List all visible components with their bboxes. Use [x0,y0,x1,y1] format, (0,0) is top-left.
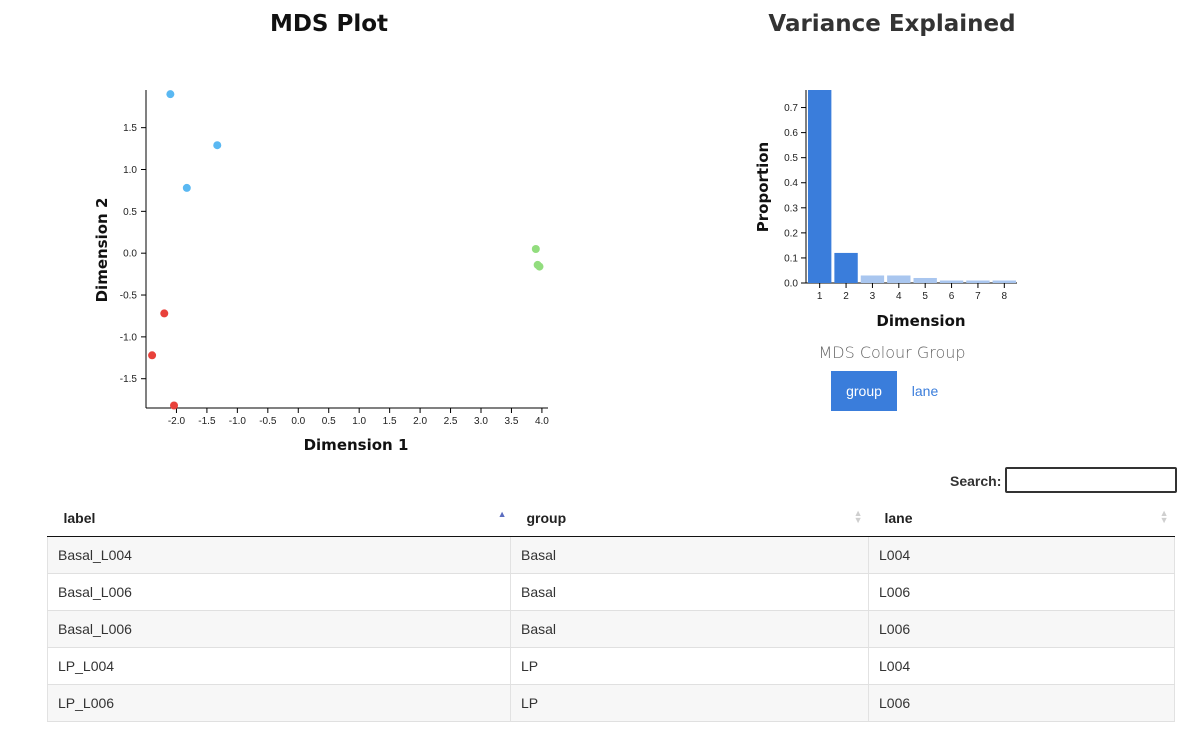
mds-x-tick-label: 0.5 [322,416,336,427]
column-header-label-text: label [63,509,96,526]
mds-point[interactable] [148,351,157,360]
search-label: Search: [950,473,1002,489]
mds-scatter-plot: -2.0 -1.5 -1.0 -0.5 0.0 0.5 1.0 1.5 2.0 2.5 3.0 3.5… [93,90,549,454]
mds-x-tick-label: -0.5 [259,416,277,427]
table-row[interactable]: LP_L004 LP L004 [47,647,1175,685]
table-row[interactable]: LP_L006 LP L006 [47,684,1175,722]
variance-y-tick-label: 0.4 [784,178,798,189]
table-cell-label: Basal_L006 [47,573,511,611]
table-cell-lane: L004 [868,536,1175,574]
mds-point[interactable] [166,90,175,99]
table-row[interactable]: Basal_L004 Basal L004 [47,536,1175,574]
variance-x-tick-label: 4 [896,291,902,302]
variance-x-tick-label: 7 [975,291,981,302]
table-cell-group: LP [510,647,869,685]
column-header-group-text: group [526,509,567,526]
variance-y-tick-label: 0.0 [784,279,798,290]
table-cell-lane: L006 [868,610,1175,648]
mds-point[interactable] [213,141,222,150]
table-cell-group: Basal [510,536,869,574]
variance-x-tick-label: 8 [1002,291,1008,302]
variance-bar[interactable] [860,275,885,283]
mds-y-tick-label: 0.5 [123,207,137,218]
mds-x-tick-label: -2.0 [168,416,186,427]
colour-group-button-lane[interactable]: lane [899,371,951,411]
mds-points [148,90,544,410]
mds-point[interactable] [531,245,540,253]
colour-group-label: MDS Colour Group [818,343,966,362]
sort-both-icon: ▲ ▼ [1159,508,1169,525]
table-cell-label: LP_L006 [47,684,511,722]
variance-bar[interactable] [966,280,990,283]
mds-y-axis-title: Dimension 2 [93,198,111,303]
column-header-lane-text: lane [884,509,913,526]
variance-x-tick-label: 2 [843,291,849,302]
colour-group-button-group[interactable]: group [831,371,897,411]
table-row[interactable]: Basal_L006 Basal L006 [47,573,1175,611]
variance-y-tick-label: 0.3 [784,203,798,214]
mds-x-tick-label: 2.5 [444,416,458,427]
mds-axes: -2.0 -1.5 -1.0 -0.5 0.0 0.5 1.0 1.5 2.0 2.5 3.0 3.5… [120,90,549,427]
column-header-label[interactable]: label ▲ [47,499,511,537]
table-row[interactable]: Basal_L006 Basal L006 [47,610,1175,648]
variance-x-tick-label: 6 [949,291,955,302]
table-header-row: label ▲ group ▲ ▼ lane ▲ ▼ [47,499,1175,537]
table-cell-group: Basal [510,610,869,648]
mds-x-tick-label: 3.5 [505,416,519,427]
variance-x-tick-label: 1 [817,291,823,302]
variance-bars [808,90,1016,283]
variance-x-tick-label: 3 [870,291,876,302]
mds-x-tick-label: 4.0 [535,416,549,427]
mds-x-tick-label: -1.5 [198,416,216,427]
variance-y-tick-label: 0.5 [784,153,798,164]
table-cell-label: Basal_L006 [47,610,511,648]
variance-bar[interactable] [887,275,911,283]
table-cell-lane: L004 [868,647,1175,685]
variance-y-tick-label: 0.6 [784,128,798,139]
mds-y-tick-label: -0.5 [120,291,138,302]
column-header-lane[interactable]: lane ▲ ▼ [868,499,1175,537]
sort-ascending-icon: ▲ [497,509,507,519]
table-cell-lane: L006 [868,684,1175,722]
table-cell-label: LP_L004 [47,647,511,685]
table-cell-lane: L006 [868,573,1175,611]
variance-bar[interactable] [834,252,858,283]
mds-x-tick-label: 3.0 [474,416,488,427]
variance-y-tick-label: 0.7 [784,103,798,114]
variance-y-axis-title: Proportion [754,142,772,232]
mds-point[interactable] [160,309,169,318]
variance-x-axis-title: Dimension [876,312,965,330]
table-cell-group: Basal [510,573,869,611]
data-table: label ▲ group ▲ ▼ lane ▲ ▼ Basal_L004 Basal… [47,499,1175,722]
column-header-group[interactable]: group ▲ ▼ [510,499,869,537]
variance-bar[interactable] [808,90,832,283]
mds-plot-title: MDS Plot [269,11,389,37]
variance-bar-chart: 0.0 0.1 0.2 0.3 0.4 0.5 0.6 0.7 1 2 3 4 5 6 7 8 Dimensi… [754,90,1017,330]
mds-y-tick-label: -1.0 [120,332,138,343]
table-cell-label: Basal_L004 [47,536,511,574]
mds-x-tick-label: -1.0 [229,416,247,427]
mds-y-tick-label: 1.5 [123,123,137,134]
variance-plot-title: Variance Explained [768,11,1016,37]
variance-bar[interactable] [913,277,937,283]
mds-x-axis-title: Dimension 1 [304,436,409,454]
mds-x-tick-label: 2.0 [413,416,427,427]
mds-point[interactable] [535,262,544,271]
variance-bar[interactable] [992,280,1016,283]
sort-both-icon: ▲ ▼ [853,508,863,525]
variance-x-tick-label: 5 [922,291,928,302]
mds-x-tick-label: 0.0 [291,416,305,427]
variance-y-tick-label: 0.1 [784,253,798,264]
mds-x-tick-label: 1.0 [352,416,366,427]
mds-point[interactable] [182,183,191,192]
mds-y-tick-label: 0.0 [123,249,137,260]
variance-bar[interactable] [939,280,964,283]
table-cell-group: LP [510,684,869,722]
mds-y-tick-label: -1.5 [120,374,138,385]
mds-point[interactable] [170,401,179,410]
variance-y-tick-label: 0.2 [784,228,798,239]
mds-x-tick-label: 1.5 [383,416,397,427]
search-input[interactable] [1005,467,1177,493]
mds-y-tick-label: 1.0 [123,165,137,176]
